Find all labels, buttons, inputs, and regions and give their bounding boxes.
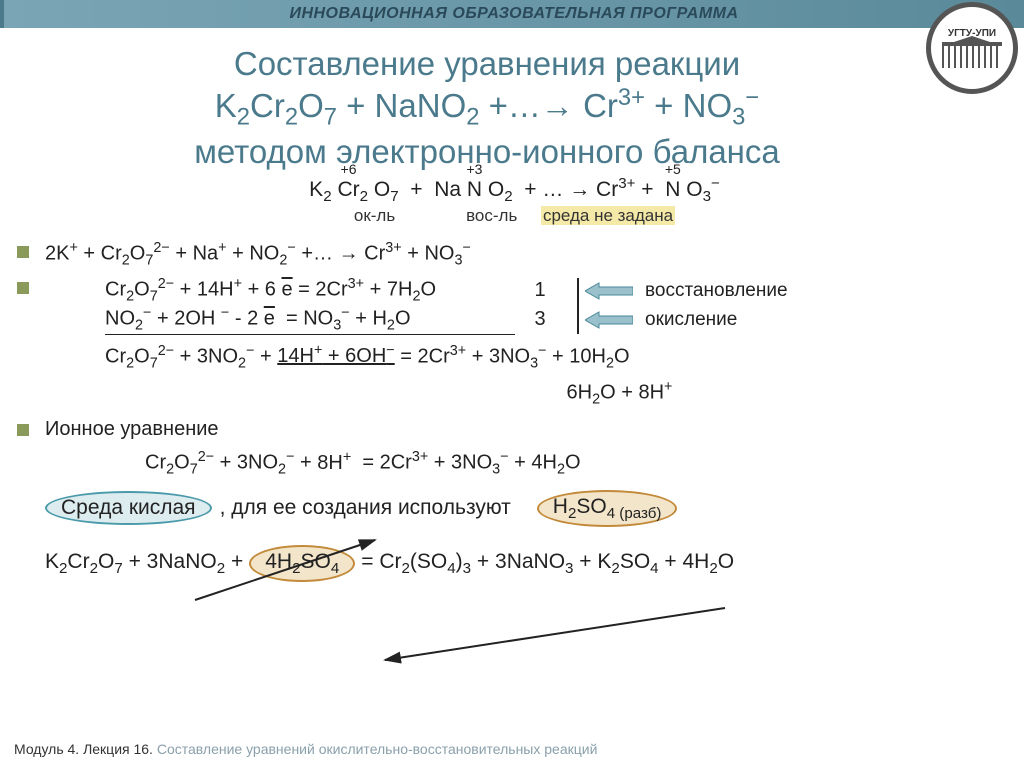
half-reactions-block: Cr2O72− + 14H+ + 6 e = 2Cr3+ + 7H2O 1 во… (45, 276, 984, 334)
title-line-2: K2Cr2O7 + NaNO2 +…→ Cr3+ + NO3− (80, 84, 894, 132)
oxidation-label: окисление (645, 309, 737, 331)
reducer-label: вос-ль (466, 206, 517, 225)
h2so4-oval: H2SO4 (разб) (537, 490, 678, 527)
environment-line: Среда кислая , для ее создания использую… (45, 490, 984, 527)
acidic-environment-oval: Среда кислая (45, 491, 212, 525)
oxidation-state-equation: K2 Cr+62 O7 + Na N+3 O2 + … → Cr3+ + N+5… (45, 176, 984, 206)
title-line-1: Составление уравнения реакции (80, 44, 894, 84)
acid-env-note: , для ее создания используют (220, 496, 511, 520)
bullet-icon (17, 282, 29, 294)
bullet-icon (17, 246, 29, 258)
divider-vertical (577, 278, 579, 334)
footer-topic: Составление уравнений окислительно-восст… (157, 741, 598, 757)
bullet-icon (17, 424, 29, 436)
institution-logo: УГТУ-УПИ (926, 2, 1018, 94)
slide-footer: Модуль 4. Лекция 16. Составление уравнен… (14, 741, 597, 757)
reduction-label: восстановление (645, 280, 788, 302)
role-labels: ок-ль вос-ль среда не задана (45, 206, 984, 226)
environment-unknown-label: среда не задана (541, 206, 675, 225)
ox-state-n-left: +3 (466, 162, 482, 177)
arrow-left-icon (585, 310, 633, 330)
header-bar: ИННОВАЦИОННАЯ ОБРАЗОВАТЕЛЬНАЯ ПРОГРАММА (0, 0, 1024, 28)
slide-title: Составление уравнения реакции K2Cr2O7 + … (80, 44, 894, 171)
coef-oxidation: 3 (515, 308, 565, 331)
half-reaction-reduction: Cr2O72− + 14H+ + 6 e = 2Cr3+ + 7H2O 1 во… (105, 276, 984, 305)
sum-equation: Cr2O72− + 3NO2− + 14H+ + 6OH− = 2Cr3+ + … (105, 343, 984, 372)
coef-reduction: 1 (515, 279, 565, 302)
header-title: ИННОВАЦИОННАЯ ОБРАЗОВАТЕЛЬНАЯ ПРОГРАММА (4, 0, 1024, 28)
ionic-label-text: Ионное уравнение (45, 418, 219, 440)
footer-module: Модуль 4. Лекция 16. (14, 741, 153, 757)
final-h2so4-oval: 4H2SO4 (249, 545, 355, 582)
final-molecular-equation: K2Cr2O7 + 3NaNO2 + 4H2SO4 = Cr2(SO4)3 + … (45, 545, 984, 582)
slide-content: K2 Cr+62 O7 + Na N+3 O2 + … → Cr3+ + N+5… (45, 170, 984, 582)
dissociation-line: 2K+ + Cr2O72− + Na+ + NO2− +… → Cr3+ + N… (45, 240, 984, 269)
arrow-left-icon (585, 281, 633, 301)
ionic-equation-label: Ионное уравнение (45, 418, 984, 441)
simplify-line: 6H2O + 8H+ (255, 379, 984, 408)
title-line-3: методом электронно-ионного баланса (80, 132, 894, 172)
half-reaction-oxidation: NO2− + 2OH − - 2 e = NO3− + H2O 3 окисле… (105, 305, 984, 335)
ionic-equation: Cr2O72− + 3NO2− + 8H+ = 2Cr3+ + 3NO3− + … (145, 449, 984, 478)
oxidizer-label: ок-ль (354, 206, 395, 225)
ox-state-n-right: +5 (665, 162, 681, 177)
ox-state-cr: +6 (341, 162, 357, 177)
logo-building-icon (942, 42, 1002, 68)
